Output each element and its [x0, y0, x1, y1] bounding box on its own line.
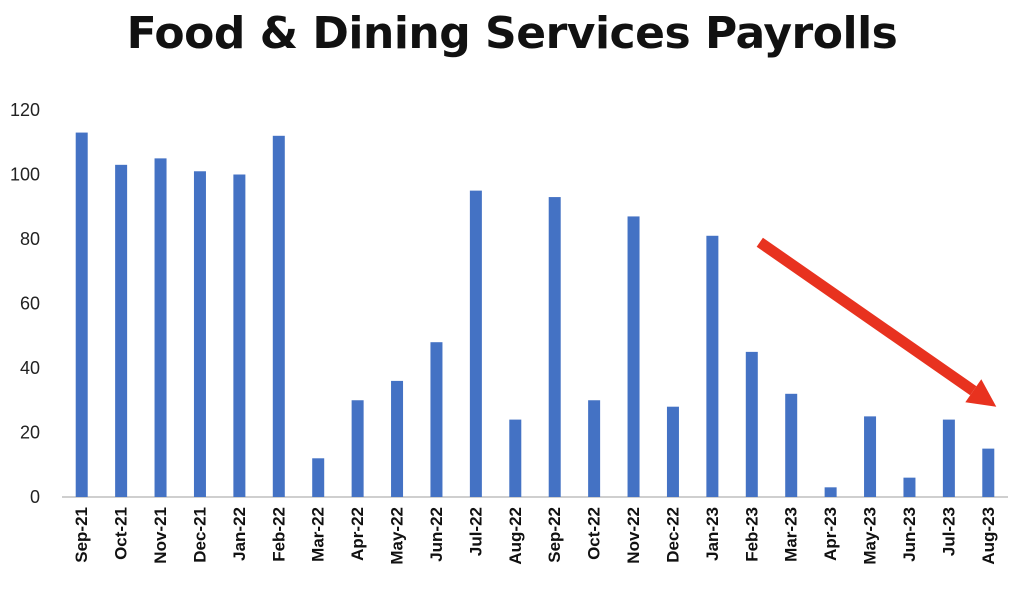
- y-tick-label: 80: [20, 229, 40, 249]
- bar-aug-23: [982, 448, 995, 497]
- bar-oct-21: [115, 164, 128, 497]
- x-tick-label: Jul-23: [939, 507, 958, 556]
- x-tick-label: Feb-22: [269, 507, 288, 562]
- x-tick-label: Dec-21: [190, 507, 209, 563]
- x-tick-label: Nov-21: [151, 507, 170, 564]
- y-tick-label: 60: [20, 294, 40, 314]
- x-axis: Sep-21 Oct-21 Nov-21 Dec-21 Jan-22 Feb-22 Mar-…: [62, 496, 1008, 565]
- x-tick-label: Jun-23: [900, 507, 919, 562]
- y-tick-label: 0: [30, 487, 40, 507]
- trend-arrow-shaft: [756, 237, 977, 396]
- x-tick-label: Nov-22: [624, 507, 643, 564]
- trend-arrow-head: [965, 379, 997, 407]
- bar-aug-22: [509, 419, 522, 497]
- y-tick-label: 40: [20, 358, 40, 378]
- x-tick-label: Aug-22: [506, 507, 525, 565]
- bar-jul-22: [469, 190, 482, 497]
- x-tick-label: May-22: [388, 507, 407, 565]
- bar-dec-22: [666, 406, 679, 497]
- bars: [75, 132, 995, 498]
- x-tick-label: Apr-22: [348, 507, 367, 561]
- bar-jun-23: [903, 477, 916, 497]
- bar-nov-21: [154, 158, 167, 497]
- x-tick-label: Sep-21: [72, 507, 91, 563]
- x-tick-label: Sep-22: [545, 507, 564, 563]
- y-tick-label: 20: [20, 423, 40, 443]
- x-tick-label: Feb-23: [742, 507, 761, 562]
- bar-feb-22: [272, 135, 285, 498]
- y-tick-label: 100: [10, 165, 40, 185]
- x-tick-label: Jan-23: [703, 507, 722, 561]
- trend-arrow: [756, 237, 997, 407]
- bar-mar-23: [785, 393, 798, 497]
- bar-feb-23: [745, 351, 758, 497]
- bar-nov-22: [627, 216, 640, 498]
- bar-jun-22: [430, 342, 443, 497]
- y-axis: 0 20 40 60 80 100 120: [10, 100, 40, 507]
- bar-sep-21: [75, 132, 88, 497]
- bar-may-22: [391, 380, 404, 497]
- bar-mar-22: [312, 458, 325, 497]
- bar-sep-22: [548, 197, 561, 497]
- x-tick-label: Jun-22: [427, 507, 446, 562]
- bar-may-23: [864, 416, 877, 497]
- x-tick-label: Mar-22: [309, 507, 328, 562]
- bar-apr-23: [824, 487, 837, 497]
- bar-apr-22: [351, 400, 364, 497]
- chart-title: Food & Dining Services Payrolls: [126, 8, 898, 59]
- y-tick-label: 120: [10, 100, 40, 120]
- x-tick-label: Mar-23: [782, 507, 801, 562]
- bar-dec-21: [193, 171, 206, 497]
- bar-oct-22: [588, 400, 601, 497]
- x-tick-label: Oct-21: [112, 507, 131, 560]
- bar-jul-23: [942, 419, 955, 497]
- x-tick-label: Apr-23: [821, 507, 840, 561]
- x-tick-label: Jul-22: [466, 507, 485, 556]
- x-tick-label: May-23: [861, 507, 880, 565]
- x-tick-label: Dec-22: [663, 507, 682, 563]
- x-tick-label: Aug-23: [979, 507, 998, 565]
- x-tick-label: Jan-22: [230, 507, 249, 561]
- bar-jan-23: [706, 235, 719, 497]
- x-tick-label: Oct-22: [585, 507, 604, 560]
- bar-jan-22: [233, 174, 246, 497]
